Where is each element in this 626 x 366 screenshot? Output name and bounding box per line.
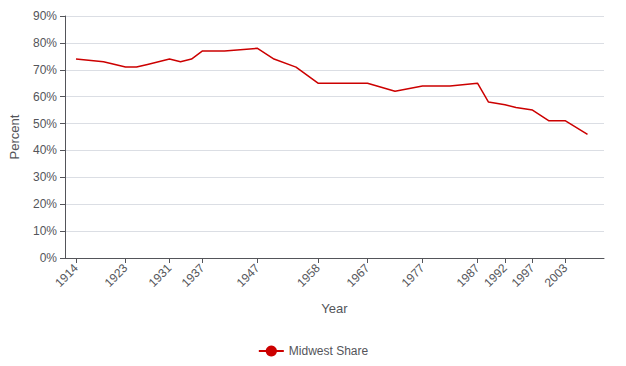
svg-text:1923: 1923 [102, 261, 131, 290]
svg-text:0%: 0% [40, 251, 58, 265]
svg-text:20%: 20% [33, 197, 57, 211]
svg-text:80%: 80% [33, 36, 57, 50]
svg-text:10%: 10% [33, 224, 57, 238]
svg-text:90%: 90% [33, 9, 57, 23]
svg-text:1914: 1914 [52, 261, 81, 290]
svg-text:1937: 1937 [179, 261, 208, 290]
svg-text:70%: 70% [33, 63, 57, 77]
svg-text:1931: 1931 [146, 261, 175, 290]
svg-text:Year: Year [321, 301, 348, 316]
svg-text:1967: 1967 [344, 261, 373, 290]
svg-text:1987: 1987 [454, 261, 483, 290]
svg-text:1997: 1997 [509, 261, 538, 290]
svg-text:40%: 40% [33, 143, 57, 157]
svg-text:50%: 50% [33, 117, 57, 131]
svg-text:Midwest Share: Midwest Share [289, 344, 369, 358]
svg-text:1977: 1977 [399, 261, 428, 290]
svg-text:60%: 60% [33, 90, 57, 104]
svg-text:1958: 1958 [294, 261, 323, 290]
svg-text:1992: 1992 [481, 261, 510, 290]
svg-text:1947: 1947 [234, 261, 263, 290]
svg-text:Percent: Percent [7, 114, 22, 159]
svg-text:2003: 2003 [542, 261, 571, 290]
svg-text:30%: 30% [33, 170, 57, 184]
